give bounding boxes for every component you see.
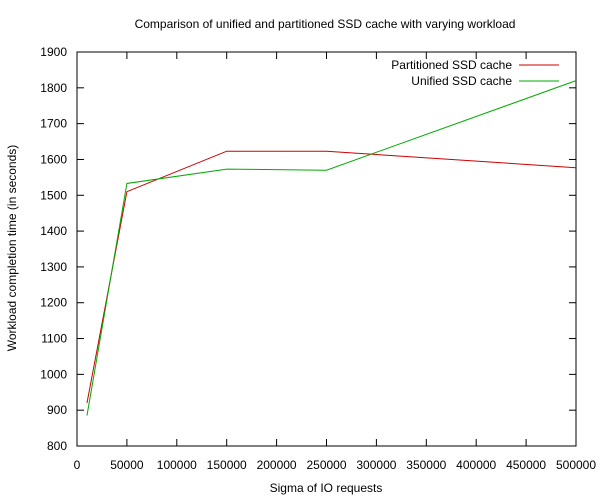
x-tick-label: 450000 <box>506 458 546 472</box>
y-tick-label: 800 <box>47 439 67 453</box>
x-tick-label: 0 <box>74 458 81 472</box>
series-line-partitioned <box>86 150 577 404</box>
y-tick-label: 1000 <box>40 367 67 381</box>
x-tick-label: 50000 <box>110 458 144 472</box>
y-tick-label: 1500 <box>40 188 67 202</box>
x-tick-label: 100000 <box>157 458 197 472</box>
y-tick-label: 1200 <box>40 296 67 310</box>
legend-label: Unified SSD cache <box>411 74 512 88</box>
x-tick-label: 250000 <box>306 458 346 472</box>
y-axis-label: Workload completion time (in seconds) <box>5 145 19 352</box>
plot-axes <box>76 51 577 447</box>
y-tick-label: 1400 <box>40 224 67 238</box>
series-line-unified <box>86 80 577 416</box>
axis-ticks: 0 50000 100000 150000 200000 250000 300000 3500… <box>40 45 596 472</box>
x-axis-label: Sigma of IO requests <box>270 481 383 495</box>
y-tick-label: 1100 <box>41 332 67 346</box>
y-tick-label: 900 <box>47 403 67 417</box>
y-tick-label: 1600 <box>40 152 67 166</box>
y-tick-label: 1900 <box>40 45 67 59</box>
x-tick-label: 500000 <box>556 458 596 472</box>
legend-label: Partitioned SSD cache <box>391 58 512 72</box>
x-tick-label: 200000 <box>257 458 297 472</box>
series-lines <box>86 80 577 416</box>
x-tick-label: 350000 <box>406 458 446 472</box>
chart-title: Comparison of unified and partitioned SS… <box>135 17 516 31</box>
legend: Partitioned SSD cache Unified SSD cache <box>391 58 559 88</box>
plot-frame <box>76 51 577 447</box>
x-tick-label: 400000 <box>456 458 496 472</box>
y-tick-label: 1700 <box>40 117 67 131</box>
x-tick-label: 300000 <box>356 458 396 472</box>
y-tick-label: 1300 <box>40 260 67 274</box>
x-tick-label: 150000 <box>207 458 247 472</box>
y-tick-label: 1800 <box>40 81 67 95</box>
